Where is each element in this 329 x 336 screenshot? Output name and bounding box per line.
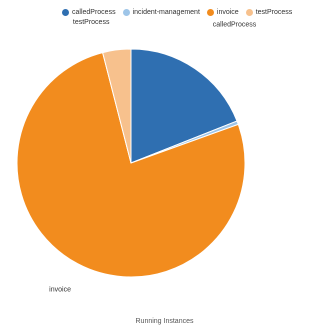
pie-label-testprocess: testProcess — [73, 19, 110, 26]
legend-item-invoice[interactable]: invoice — [206, 8, 239, 16]
chart-legend: calledProcess incident-management invoic… — [62, 5, 323, 19]
legend-label-invoice: invoice — [216, 8, 239, 16]
legend-label-calledprocess: calledProcess — [72, 8, 116, 16]
pie-slice-calledprocess[interactable] — [130, 48, 238, 164]
legend-label-incident-management: incident-management — [132, 8, 200, 16]
legend-swatch-incident-management — [122, 8, 130, 16]
legend-swatch-invoice — [206, 8, 214, 16]
pie-slice-testprocess[interactable] — [102, 48, 132, 164]
pie-label-calledprocess: calledProcess — [213, 21, 257, 28]
chart-title: Running Instances — [135, 318, 194, 325]
legend-item-incident-management[interactable]: incident-management — [122, 8, 200, 16]
legend-item-testprocess[interactable]: testProcess — [245, 8, 293, 16]
legend-swatch-calledprocess — [62, 8, 69, 16]
legend-swatch-testprocess — [245, 8, 253, 16]
legend-label-testprocess: testProcess — [255, 8, 293, 16]
legend-item-calledprocess[interactable]: calledProcess — [62, 8, 116, 16]
pie-slice-invoice[interactable] — [16, 51, 246, 278]
pie-label-invoice: invoice — [49, 287, 71, 294]
